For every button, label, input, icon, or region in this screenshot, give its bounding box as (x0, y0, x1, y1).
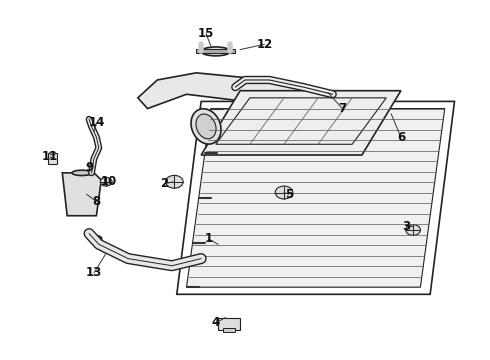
Circle shape (100, 177, 112, 186)
Text: 11: 11 (42, 150, 58, 163)
Polygon shape (62, 173, 101, 216)
Text: 2: 2 (161, 177, 169, 190)
Ellipse shape (191, 109, 221, 144)
Polygon shape (201, 91, 401, 155)
Text: 1: 1 (204, 233, 213, 246)
Text: 8: 8 (92, 195, 100, 208)
Text: 6: 6 (397, 131, 405, 144)
Text: 5: 5 (285, 188, 293, 201)
Text: 3: 3 (402, 220, 410, 233)
Text: 9: 9 (85, 161, 93, 174)
Text: 12: 12 (256, 38, 272, 51)
Circle shape (166, 175, 183, 188)
Bar (223, 328, 235, 332)
Polygon shape (187, 109, 445, 287)
Bar (218, 318, 240, 330)
Text: 10: 10 (100, 175, 117, 188)
Polygon shape (138, 73, 333, 116)
Polygon shape (48, 153, 57, 164)
Bar (196, 49, 235, 53)
Circle shape (406, 225, 420, 235)
Circle shape (275, 186, 293, 199)
Text: 4: 4 (212, 316, 220, 329)
Ellipse shape (72, 170, 92, 176)
Text: 7: 7 (339, 102, 346, 115)
Text: 13: 13 (86, 266, 102, 279)
Ellipse shape (49, 152, 55, 155)
Text: 15: 15 (198, 27, 214, 40)
Ellipse shape (196, 114, 216, 139)
Text: 14: 14 (88, 116, 104, 129)
Ellipse shape (201, 47, 230, 56)
